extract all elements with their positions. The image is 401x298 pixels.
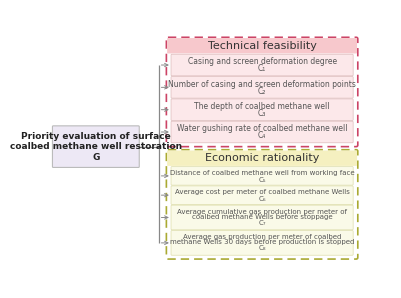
FancyBboxPatch shape bbox=[53, 126, 139, 167]
Text: C₂: C₂ bbox=[258, 87, 266, 96]
FancyBboxPatch shape bbox=[171, 77, 353, 98]
Text: Water gushing rate of coalbed methane well: Water gushing rate of coalbed methane we… bbox=[177, 125, 347, 134]
FancyBboxPatch shape bbox=[171, 205, 353, 230]
Text: The depth of coalbed methane well: The depth of coalbed methane well bbox=[194, 102, 330, 111]
Text: Economic rationality: Economic rationality bbox=[205, 153, 319, 163]
Text: Average gas production per meter of coalbed: Average gas production per meter of coal… bbox=[183, 235, 341, 240]
Text: Casing and screen deformation degree: Casing and screen deformation degree bbox=[188, 58, 337, 66]
Text: Distance of coalbed methane well from working face: Distance of coalbed methane well from wo… bbox=[170, 170, 354, 176]
Text: C₁: C₁ bbox=[258, 64, 266, 73]
Text: Technical feasibility: Technical feasibility bbox=[208, 41, 316, 51]
FancyBboxPatch shape bbox=[171, 167, 353, 185]
FancyBboxPatch shape bbox=[167, 150, 357, 166]
Text: Average cost per meter of coalbed methane Wells: Average cost per meter of coalbed methan… bbox=[175, 189, 350, 195]
Text: coalbed methane Wells before stoppage: coalbed methane Wells before stoppage bbox=[192, 214, 332, 220]
Text: Number of casing and screen deformation points: Number of casing and screen deformation … bbox=[168, 80, 356, 89]
FancyBboxPatch shape bbox=[167, 38, 357, 53]
FancyBboxPatch shape bbox=[171, 186, 353, 204]
FancyBboxPatch shape bbox=[171, 54, 353, 76]
Text: Priority evaluation of surface
coalbed methane well restoration
G: Priority evaluation of surface coalbed m… bbox=[10, 132, 182, 162]
Text: C₈: C₈ bbox=[258, 245, 266, 251]
Text: C₇: C₇ bbox=[258, 220, 266, 226]
FancyBboxPatch shape bbox=[171, 231, 353, 255]
FancyBboxPatch shape bbox=[171, 99, 353, 120]
Text: C₅: C₅ bbox=[258, 177, 266, 183]
Text: C₆: C₆ bbox=[258, 196, 266, 202]
FancyBboxPatch shape bbox=[171, 121, 353, 143]
Text: Average cumulative gas production per meter of: Average cumulative gas production per me… bbox=[177, 209, 347, 215]
Text: C₃: C₃ bbox=[258, 109, 266, 118]
Text: C₄: C₄ bbox=[258, 131, 266, 140]
Text: methane Wells 30 days before production is stopped: methane Wells 30 days before production … bbox=[170, 239, 354, 245]
